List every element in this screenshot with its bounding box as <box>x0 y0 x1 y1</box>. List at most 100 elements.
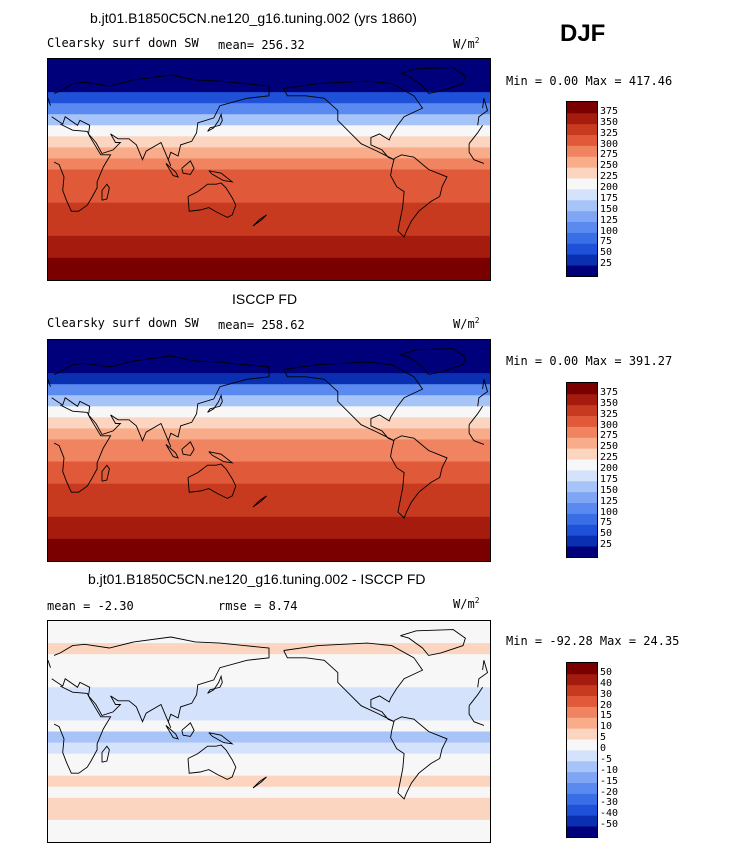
colorbar-swatch <box>567 546 597 557</box>
colorbar-tick-label: 15 <box>600 710 613 722</box>
colorbar-tick-label: 275 <box>600 430 619 442</box>
colorbar-tick-label: 300 <box>600 138 619 150</box>
panel-1-units: W/m2 <box>453 36 480 51</box>
colorbar-tick-label: 325 <box>600 127 619 139</box>
colorbar-swatch <box>567 123 597 136</box>
lat-band <box>48 472 490 485</box>
colorbar-tick-label: 275 <box>600 149 619 161</box>
colorbar-swatch <box>567 178 597 190</box>
colorbar-swatch <box>567 804 597 816</box>
colorbar-tick-label: 150 <box>600 484 619 496</box>
coastline <box>283 80 424 161</box>
coastline <box>165 163 179 178</box>
colorbar-swatch <box>567 673 597 686</box>
lat-band <box>48 92 490 104</box>
panel-2-minmax: Min = 0.00 Max = 391.27 <box>506 354 673 368</box>
colorbar-swatch <box>567 684 597 697</box>
colorbar-swatch <box>567 102 597 114</box>
coastline <box>400 348 466 375</box>
colorbar-tick-label: 125 <box>600 495 619 507</box>
colorbar-tick-label: 40 <box>600 677 613 689</box>
units-exponent: 2 <box>474 316 480 325</box>
lat-band <box>48 202 490 215</box>
colorbar-tick-label: 30 <box>600 688 613 700</box>
colorbar-tick-label: 75 <box>600 236 613 248</box>
lat-band <box>48 224 490 237</box>
colorbar-tick-label: 175 <box>600 473 619 485</box>
colorbar-swatch <box>567 695 597 707</box>
coastline <box>165 444 179 459</box>
lat-band <box>48 665 490 677</box>
colorbar-swatch <box>567 415 597 427</box>
colorbar-tick-label: 100 <box>600 506 619 518</box>
coastline <box>187 744 237 780</box>
panel-3-rmse: rmse = 8.74 <box>218 599 298 613</box>
units-text: W/m <box>453 317 475 331</box>
colorbar-tick-label: -40 <box>600 808 619 820</box>
coastline <box>252 214 267 227</box>
colorbar-swatch <box>567 404 597 417</box>
colorbar-tick-label: 5 <box>600 732 607 744</box>
colorbar-swatch <box>567 426 597 438</box>
colorbar-tick-label: 125 <box>600 214 619 226</box>
panel-2-title: ISCCP FD <box>232 291 298 307</box>
colorbar-tick-label: -20 <box>600 786 619 798</box>
lat-band <box>48 417 490 429</box>
colorbar-swatch <box>567 243 597 255</box>
colorbar-tick-label: 150 <box>600 203 619 215</box>
colorbar-swatch <box>567 739 597 751</box>
colorbar-swatch <box>567 717 597 729</box>
colorbar-tick-label: -30 <box>600 797 619 809</box>
lat-band <box>48 720 490 733</box>
colorbar-swatch <box>567 480 597 493</box>
coastline <box>283 642 424 723</box>
lat-band <box>48 395 490 407</box>
lat-band <box>48 764 490 777</box>
panel-2-colorbar <box>566 382 598 558</box>
colorbar-swatch <box>567 112 597 125</box>
colorbar-swatch <box>567 535 597 547</box>
colorbar-tick-label: 20 <box>600 699 613 711</box>
lat-band <box>48 235 490 248</box>
colorbar-swatch <box>567 706 597 718</box>
colorbar-swatch <box>567 513 597 525</box>
lat-band <box>48 786 490 799</box>
colorbar-swatch <box>567 771 597 784</box>
lat-band <box>48 731 490 744</box>
colorbar-swatch <box>567 232 597 244</box>
lat-band <box>48 632 490 644</box>
colorbar-tick-label: 25 <box>600 258 613 270</box>
lat-band <box>48 373 490 385</box>
lat-band <box>48 775 490 788</box>
panel-3-map <box>47 620 491 843</box>
lat-band <box>48 621 490 633</box>
panel-1-mean: mean= 256.32 <box>218 38 305 52</box>
lat-band <box>48 351 490 363</box>
coastline <box>400 629 466 656</box>
lat-band <box>48 180 490 193</box>
lat-band <box>48 125 490 137</box>
lat-band <box>48 147 490 160</box>
coastline <box>181 722 195 737</box>
coastline <box>51 636 489 728</box>
lat-band <box>48 516 490 529</box>
coastline <box>208 451 234 464</box>
lat-band <box>48 505 490 518</box>
colorbar-swatch <box>567 437 597 449</box>
coastline <box>165 725 179 740</box>
colorbar-tick-label: -5 <box>600 753 613 765</box>
lat-band <box>48 797 490 810</box>
panel-1-variable: Clearsky surf down SW <box>47 36 199 50</box>
colorbar-tick-label: 325 <box>600 408 619 420</box>
lat-band <box>48 742 490 755</box>
coastline <box>181 441 195 456</box>
colorbar-tick-label: 350 <box>600 116 619 128</box>
coastline <box>207 674 223 694</box>
colorbar-tick-label: -10 <box>600 764 619 776</box>
lat-band <box>48 461 490 474</box>
colorbar-swatch <box>567 210 597 223</box>
lat-band <box>48 246 490 259</box>
colorbar-tick-label: 0 <box>600 743 607 754</box>
colorbar-tick-label: 200 <box>600 463 619 474</box>
coastline <box>48 379 485 390</box>
